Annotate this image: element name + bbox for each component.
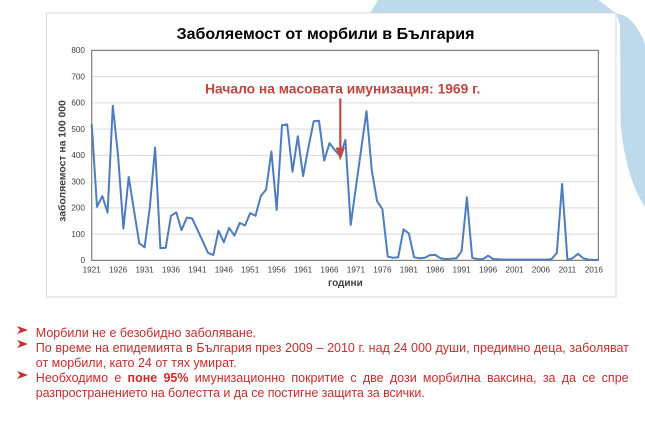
svg-text:Начало на масовата имунизация:: Начало на масовата имунизация: 1969 г.: [205, 82, 480, 97]
svg-text:1976: 1976: [373, 265, 392, 274]
svg-text:1986: 1986: [426, 265, 445, 274]
svg-text:1926: 1926: [109, 265, 128, 274]
svg-text:700: 700: [71, 72, 85, 81]
svg-text:1971: 1971: [347, 265, 366, 274]
svg-text:0: 0: [80, 256, 85, 265]
svg-text:Заболяемост от морбили в Бълга: Заболяемост от морбили в България: [177, 26, 475, 43]
svg-text:години: години: [328, 278, 363, 289]
svg-text:1941: 1941: [188, 265, 207, 274]
svg-text:400: 400: [71, 151, 85, 160]
svg-text:1936: 1936: [162, 265, 181, 274]
svg-text:1956: 1956: [268, 265, 287, 274]
svg-text:1946: 1946: [215, 265, 234, 274]
svg-text:500: 500: [71, 125, 85, 134]
svg-text:2001: 2001: [505, 265, 524, 274]
svg-text:200: 200: [71, 204, 85, 213]
svg-text:1951: 1951: [241, 265, 260, 274]
svg-text:1961: 1961: [294, 265, 313, 274]
svg-text:1991: 1991: [452, 265, 471, 274]
svg-text:1966: 1966: [320, 265, 339, 274]
svg-text:100: 100: [71, 230, 85, 239]
svg-text:1996: 1996: [479, 265, 498, 274]
svg-text:600: 600: [71, 99, 85, 108]
svg-text:1981: 1981: [400, 265, 419, 274]
svg-text:300: 300: [71, 177, 85, 186]
svg-text:2016: 2016: [585, 265, 604, 274]
svg-text:2006: 2006: [532, 265, 551, 274]
svg-text:заболяемост на 100 000: заболяемост на 100 000: [57, 100, 69, 222]
svg-text:800: 800: [71, 46, 85, 55]
svg-text:1931: 1931: [135, 265, 154, 274]
svg-text:2011: 2011: [559, 265, 577, 274]
svg-text:1921: 1921: [83, 265, 102, 274]
